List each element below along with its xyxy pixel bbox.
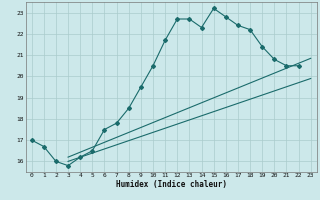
X-axis label: Humidex (Indice chaleur): Humidex (Indice chaleur) — [116, 180, 227, 189]
